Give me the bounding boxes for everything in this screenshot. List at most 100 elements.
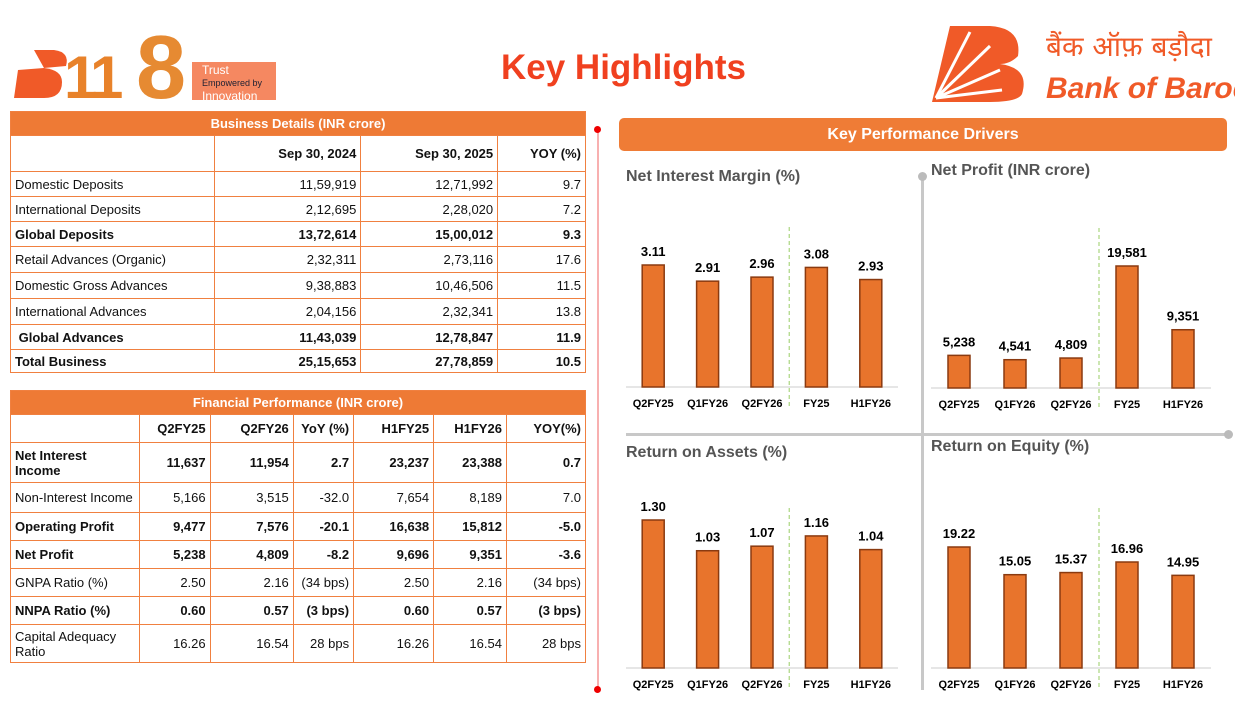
- x-tick-label: FY25: [803, 679, 829, 691]
- data-label: 14.95: [1167, 554, 1200, 569]
- row-label: International Advances: [10, 298, 215, 325]
- cell-value: 2.16: [433, 568, 507, 597]
- row-label: GNPA Ratio (%): [10, 568, 140, 597]
- svg-text:Bank of Baroda: Bank of Baroda: [1046, 72, 1235, 104]
- cell-value: 9.3: [497, 221, 586, 247]
- chart-title: Net Profit (INR crore): [931, 162, 1091, 179]
- bar: [1171, 328, 1195, 389]
- table-row: Retail Advances (Organic) 2,32,311 2,73,11…: [10, 246, 586, 273]
- row-label: Retail Advances (Organic): [10, 246, 215, 273]
- row-label: Non-Interest Income: [10, 482, 140, 513]
- cell-value: 4,809: [209, 540, 294, 569]
- bar: [1003, 358, 1027, 389]
- bar: [641, 264, 665, 388]
- cell-value: 9,38,883: [213, 272, 362, 299]
- column-header: [10, 135, 215, 172]
- bar: [750, 276, 774, 388]
- divider-dot: [1224, 430, 1233, 439]
- cell-value: 9,696: [353, 540, 435, 569]
- cell-value: 10.5: [497, 349, 586, 373]
- column-header: YOY(%): [505, 414, 587, 443]
- table-row: Non-Interest Income 5,166 3,515 -32.0 7,654 8…: [10, 482, 587, 513]
- divider: [626, 433, 1228, 436]
- table-row: Operating Profit 9,477 7,576 -20.1 16,638 15,…: [10, 512, 587, 541]
- cell-value: (34 bps): [292, 568, 355, 597]
- cell-value: 9,477: [138, 512, 211, 541]
- bank-of-baroda-logo: बैंक ऑफ़ बड़ौदा Bank of Baroda: [930, 18, 1247, 105]
- data-label: 4,541: [999, 339, 1032, 354]
- bob-118-year-logo: 11 8 Trust Empowered by Innovation: [14, 10, 276, 118]
- row-label: Operating Profit: [10, 512, 140, 541]
- bar: [804, 535, 829, 669]
- data-label: 5,238: [943, 334, 976, 349]
- chart-return-on-assets: Return on Assets (%) 1.30 Q2FY25 1.03 Q1FY26…: [620, 436, 912, 706]
- cell-value: (3 bps): [292, 596, 355, 625]
- cell-value: 28 bps: [505, 624, 587, 663]
- data-label: 1.04: [858, 529, 884, 544]
- x-tick-label: FY25: [1114, 399, 1140, 411]
- cell-value: 27,78,859: [360, 349, 499, 373]
- cell-value: (3 bps): [505, 596, 587, 625]
- divider: [921, 175, 924, 690]
- cell-value: 7,576: [209, 512, 294, 541]
- bar: [641, 519, 665, 669]
- page-title: Key Highlights: [500, 48, 747, 87]
- column-header: Sep 30, 2024: [213, 135, 362, 172]
- table-row: International Deposits 2,12,695 2,28,020 7.…: [10, 196, 586, 222]
- chart-title: Return on Equity (%): [931, 438, 1090, 455]
- cell-value: 7,654: [353, 482, 435, 513]
- cell-value: (34 bps): [505, 568, 587, 597]
- divider: [597, 128, 599, 690]
- data-label: 9,351: [1167, 309, 1200, 324]
- cell-value: 2.16: [209, 568, 294, 597]
- cell-value: 16.54: [209, 624, 294, 663]
- cell-value: 10,46,506: [360, 272, 499, 299]
- bar: [750, 545, 774, 669]
- x-tick-label: Q2FY26: [742, 679, 783, 691]
- cell-value: 9.7: [497, 171, 586, 197]
- cell-value: 12,78,847: [360, 324, 499, 350]
- x-tick-label: Q1FY26: [687, 398, 728, 410]
- business-details-table: Business Details (INR crore) Sep 30, 2024…: [10, 111, 586, 373]
- cell-value: 25,15,653: [213, 349, 362, 373]
- cell-value: 0.7: [505, 442, 587, 483]
- cell-value: 2.50: [353, 568, 435, 597]
- table-row: Global Deposits 13,72,614 15,00,012 9.3: [10, 221, 586, 247]
- cell-value: 0.57: [433, 596, 507, 625]
- data-label: 1.03: [695, 530, 720, 545]
- divider-dot: [594, 686, 601, 693]
- table-row: NNPA Ratio (%) 0.60 0.57 (3 bps) 0.60 0.57 (3 …: [10, 596, 587, 625]
- row-label: NNPA Ratio (%): [10, 596, 140, 625]
- column-header: YOY (%): [497, 135, 586, 172]
- data-label: 16.96: [1111, 541, 1144, 556]
- table-row: Global Advances 11,43,039 12,78,847 11.9: [10, 324, 586, 350]
- cell-value: 2.7: [292, 442, 355, 483]
- cell-value: 16.54: [433, 624, 507, 663]
- cell-value: 2.50: [138, 568, 211, 597]
- table-row: GNPA Ratio (%) 2.50 2.16 (34 bps) 2.50 2.16 (3…: [10, 568, 587, 597]
- x-tick-label: H1FY26: [851, 679, 891, 691]
- table-row: Capital Adequacy Ratio 16.26 16.54 28 bps 16…: [10, 624, 587, 663]
- row-label: Capital Adequacy Ratio: [10, 624, 140, 663]
- divider-dot: [594, 126, 601, 133]
- row-label: Total Business: [10, 349, 215, 373]
- bar: [695, 280, 720, 388]
- svg-text:8: 8: [136, 18, 186, 102]
- cell-value: 16.26: [138, 624, 211, 663]
- cell-value: 2,12,695: [213, 196, 362, 222]
- x-tick-label: Q1FY26: [995, 679, 1036, 691]
- cell-value: 2,32,311: [213, 246, 362, 273]
- cell-value: 2,28,020: [360, 196, 499, 222]
- row-label: Global Deposits: [10, 221, 215, 247]
- chart-net-profit-inr-crore: Net Profit (INR crore) 5,238 Q2FY25 4,541 Q1…: [925, 160, 1225, 430]
- divider-dot: [918, 172, 927, 181]
- bar: [859, 548, 883, 669]
- cell-value: 9,351: [433, 540, 507, 569]
- key-performance-drivers-header: Key Performance Drivers: [619, 118, 1227, 151]
- cell-value: 15,00,012: [360, 221, 499, 247]
- cell-value: 0.60: [138, 596, 211, 625]
- row-label: Global Advances: [10, 324, 215, 350]
- column-header: Sep 30, 2025: [360, 135, 499, 172]
- table-row: Total Business 25,15,653 27,78,859 10.5: [10, 349, 586, 373]
- table-row: Net Interest Income 11,637 11,954 2.7 23,237…: [10, 442, 587, 483]
